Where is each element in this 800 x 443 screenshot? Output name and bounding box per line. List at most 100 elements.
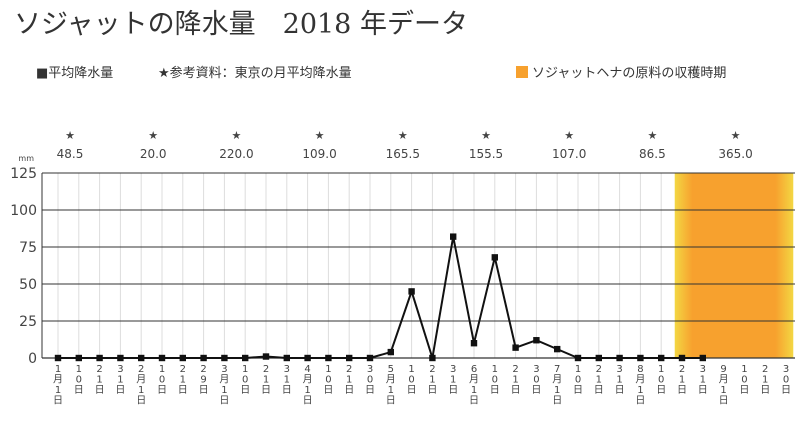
x-tick-label: 2 bbox=[679, 364, 685, 375]
x-tick-label: 9 bbox=[720, 364, 726, 375]
x-tick-label: 日 bbox=[74, 385, 84, 396]
x-tick-label: 0 bbox=[492, 375, 498, 386]
x-tick-label: 1 bbox=[55, 364, 61, 375]
x-tick-label: 日 bbox=[282, 385, 292, 396]
x-tick-label: 2 bbox=[512, 364, 518, 375]
x-tick-label: 日 bbox=[531, 385, 541, 396]
x-tick-label: 日 bbox=[344, 385, 354, 396]
x-tick-label: 日 bbox=[303, 396, 313, 407]
x-tick-label: 2 bbox=[762, 364, 768, 375]
x-tick-label: 3 bbox=[367, 364, 373, 375]
x-tick-label: 3 bbox=[117, 364, 123, 375]
x-tick-label: 2 bbox=[346, 364, 352, 375]
x-tick-label: 日 bbox=[219, 396, 229, 407]
x-tick-label: 1 bbox=[346, 375, 352, 386]
legend-harvest: ソジャットヘナの原料の収穫時期 bbox=[516, 62, 726, 81]
x-tick-label: 2 bbox=[200, 364, 206, 375]
data-point bbox=[574, 354, 582, 362]
x-tick-label: 3 bbox=[783, 364, 789, 375]
legend-harvest-label: ソジャットヘナの原料の収穫時期 bbox=[532, 66, 727, 81]
x-tick-label: 0 bbox=[533, 375, 539, 386]
x-tick-label: 日 bbox=[115, 385, 125, 396]
x-tick-label: 日 bbox=[178, 385, 188, 396]
x-tick-label: 8 bbox=[637, 364, 643, 375]
x-tick-label: 1 bbox=[450, 375, 456, 386]
y-tick-label: 75 bbox=[19, 240, 37, 256]
x-tick-label: 日 bbox=[448, 385, 458, 396]
x-tick-label: 1 bbox=[117, 375, 123, 386]
x-tick-label: 1 bbox=[263, 375, 269, 386]
x-tick-label: 日 bbox=[698, 385, 708, 396]
x-tick-label: 1 bbox=[637, 385, 643, 396]
x-tick-label: 1 bbox=[76, 364, 82, 375]
x-tick-label: 1 bbox=[408, 364, 414, 375]
y-unit-label: mm bbox=[18, 154, 34, 163]
legend-average: ■平均降水量 bbox=[36, 62, 113, 81]
x-tick-label: 1 bbox=[596, 375, 602, 386]
x-tick-label: 日 bbox=[136, 396, 146, 407]
x-tick-label: 1 bbox=[325, 364, 331, 375]
x-tick-label: 1 bbox=[96, 375, 102, 386]
x-tick-label: 1 bbox=[304, 385, 310, 396]
x-tick-label: 日 bbox=[635, 396, 645, 407]
x-tick-label: 月 bbox=[136, 374, 146, 386]
reference-value: 20.0 bbox=[140, 147, 167, 161]
x-tick-label: 2 bbox=[263, 364, 269, 375]
harvest-band bbox=[674, 173, 794, 358]
harvest-swatch-icon bbox=[516, 66, 528, 78]
y-tick-label: 0 bbox=[28, 351, 37, 367]
reference-value: 107.0 bbox=[552, 147, 586, 161]
x-tick-label: 3 bbox=[616, 364, 622, 375]
x-tick-label: 日 bbox=[261, 385, 271, 396]
reference-star-icon: ★ bbox=[481, 129, 491, 142]
x-tick-label: 月 bbox=[552, 374, 562, 386]
x-tick-label: 2 bbox=[96, 364, 102, 375]
x-tick-label: 日 bbox=[594, 385, 604, 396]
data-point bbox=[242, 354, 249, 362]
x-tick-label: 1 bbox=[575, 364, 581, 375]
data-point bbox=[200, 354, 207, 362]
reference-star-icon: ★ bbox=[148, 129, 158, 142]
data-point bbox=[221, 354, 228, 362]
x-tick-label: 0 bbox=[575, 375, 581, 386]
x-tick-label: 月 bbox=[719, 374, 729, 386]
data-point bbox=[387, 348, 394, 356]
x-tick-label: 日 bbox=[386, 396, 396, 407]
y-tick-label: 50 bbox=[19, 277, 37, 293]
data-point bbox=[658, 354, 665, 362]
x-tick-label: 日 bbox=[323, 385, 333, 396]
x-tick-label: 日 bbox=[739, 385, 749, 396]
x-tick-label: 0 bbox=[367, 375, 373, 386]
x-tick-label: 1 bbox=[554, 385, 560, 396]
data-point bbox=[138, 354, 145, 362]
x-tick-label: 日 bbox=[199, 385, 209, 396]
x-tick-label: 3 bbox=[450, 364, 456, 375]
x-tick-label: 0 bbox=[408, 375, 414, 386]
reference-star-icon: ★ bbox=[731, 129, 741, 142]
reference-value: 365.0 bbox=[718, 147, 752, 161]
data-point bbox=[616, 354, 623, 362]
x-tick-label: 日 bbox=[615, 385, 625, 396]
x-tick-label: 1 bbox=[242, 364, 248, 375]
x-tick-label: 0 bbox=[325, 375, 331, 386]
data-point bbox=[366, 354, 374, 362]
data-point bbox=[533, 337, 540, 344]
data-point bbox=[450, 233, 457, 240]
reference-value: 165.5 bbox=[386, 147, 420, 161]
data-point bbox=[429, 354, 436, 362]
x-tick-label: 日 bbox=[656, 385, 666, 396]
data-point bbox=[554, 345, 561, 353]
y-tick-label: 100 bbox=[10, 203, 37, 219]
data-point bbox=[699, 354, 706, 362]
legend-reference: ★参考資料：東京の月平均降水量 bbox=[158, 62, 352, 81]
x-tick-label: 1 bbox=[159, 364, 165, 375]
legend-reference-label: ★参考資料：東京の月平均降水量 bbox=[158, 66, 352, 81]
y-tick-label: 125 bbox=[10, 166, 37, 182]
x-tick-label: 0 bbox=[159, 375, 165, 386]
x-tick-label: 3 bbox=[284, 364, 290, 375]
reference-star-icon: ★ bbox=[564, 129, 574, 142]
x-tick-label: 日 bbox=[719, 396, 729, 407]
x-tick-label: 日 bbox=[157, 385, 167, 396]
data-point bbox=[346, 354, 353, 362]
